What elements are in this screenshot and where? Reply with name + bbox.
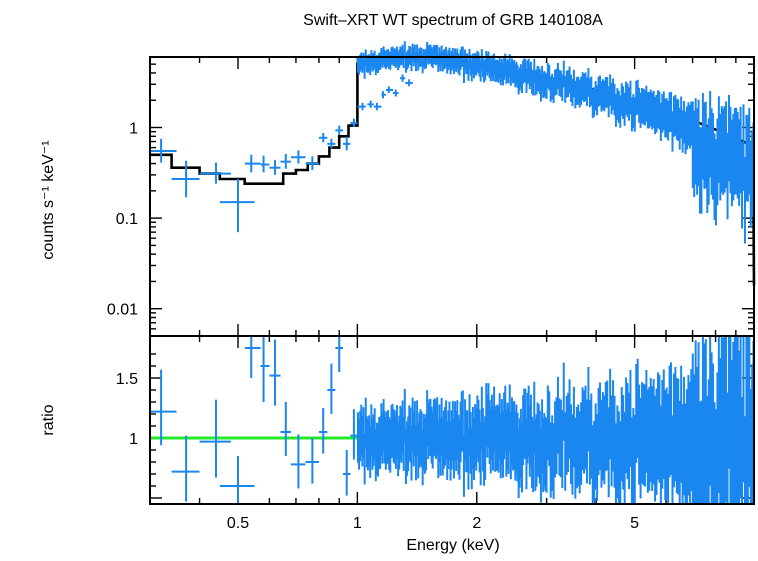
ratio-plot-frame [149, 335, 755, 505]
spectrum-panel: counts s⁻¹ keV⁻¹ 0.01 0.1 1 [40, 41, 756, 337]
y-tick-label: 0.1 [116, 211, 138, 228]
x-tick-label: 1 [353, 515, 362, 532]
x-tick-label: 5 [630, 515, 639, 532]
x-tick-label: 0.5 [227, 515, 249, 532]
model-curve [150, 54, 756, 286]
spectrum-y-label: counts s⁻¹ keV⁻¹ [40, 140, 57, 259]
ratio-panel: ratio 1 1.5 0.5 1 2 5 Energy (keV) [40, 335, 755, 554]
y-tick-label: 1 [129, 431, 138, 448]
y-tick-label: 1 [129, 121, 138, 138]
x-axis-label: Energy (keV) [406, 537, 499, 554]
x-tick-label: 2 [472, 515, 481, 532]
ratio-y-label: ratio [40, 404, 57, 435]
y-tick-label: 0.01 [107, 302, 138, 319]
y-tick-label: 1.5 [116, 371, 138, 388]
chart-title: Swift–XRT WT spectrum of GRB 140108A [303, 12, 603, 29]
